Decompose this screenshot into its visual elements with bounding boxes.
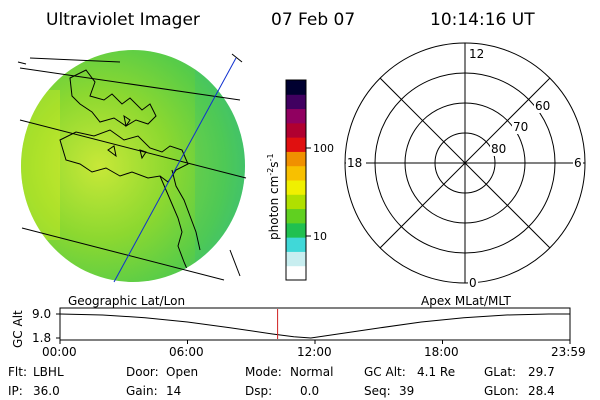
colorbar-unit-label: photon cm-2s-1 xyxy=(266,153,281,240)
mlat-label-80: 80 xyxy=(491,142,506,156)
altitude-ylabel: GC Alt xyxy=(11,310,25,348)
status-gain-key: Gain: xyxy=(126,384,158,398)
status-ip-value: 36.0 xyxy=(33,384,60,398)
status-door-key: Door: xyxy=(126,365,159,379)
colorbar: 100 10 photon cm-2s-1 xyxy=(266,79,334,281)
uv-image-panel: Geographic Lat/Lon xyxy=(17,50,247,308)
xtick-label-1200: 12:00 xyxy=(297,345,332,359)
colorbar-band xyxy=(286,151,306,167)
edge-tick-3 xyxy=(17,61,27,65)
colorbar-band xyxy=(286,137,306,152)
status-flt-value: LBHL xyxy=(33,365,64,379)
header-date: 07 Feb 07 xyxy=(271,10,355,30)
status-gcalt-key: GC Alt: xyxy=(364,365,406,379)
colorbar-band xyxy=(286,94,306,110)
lat-line-4 xyxy=(29,57,121,63)
coastline-africa xyxy=(159,175,191,277)
mlt-label-12: 12 xyxy=(469,47,484,61)
status-seq-key: Seq: xyxy=(364,384,391,398)
uv-disk xyxy=(21,50,245,282)
status-gcalt-value: 4.1 Re xyxy=(417,365,455,379)
status-door-value: Open xyxy=(166,365,198,379)
lon-line-1 xyxy=(113,57,237,283)
colorbar-band xyxy=(286,122,306,138)
polar-panel-label: Apex MLat/MLT xyxy=(421,294,511,308)
colorbar-band xyxy=(286,194,306,210)
xtick-label-0000: 00:00 xyxy=(42,345,77,359)
lat-line-2 xyxy=(19,119,247,179)
altitude-series-line xyxy=(59,313,570,339)
polar-plot xyxy=(344,42,586,284)
edge-tick-2 xyxy=(231,53,243,63)
status-gain-value: 14 xyxy=(166,384,181,398)
coastline-red-sea xyxy=(171,169,201,251)
coastline-islands xyxy=(107,114,147,160)
altitude-chart-frame xyxy=(59,307,571,341)
colorbar-band xyxy=(286,180,306,195)
status-seq-value: 39 xyxy=(399,384,414,398)
xtick-label-1800: 18:00 xyxy=(424,345,459,359)
instrument-title: Ultraviolet Imager xyxy=(46,10,200,30)
colorbar-band xyxy=(286,251,306,267)
colorbar-band xyxy=(286,108,306,124)
mlt-label-0: 0 xyxy=(469,276,477,290)
ytick-label-1-8: 1.8 xyxy=(32,331,51,345)
status-glon-key: GLon: xyxy=(484,384,519,398)
colorbar-band xyxy=(286,222,306,238)
colorbar-band xyxy=(286,237,306,252)
header-time: 10:14:16 UT xyxy=(430,10,535,30)
coastline-north xyxy=(69,69,157,127)
status-mode-value: Normal xyxy=(290,365,333,379)
ytick-label-9: 9.0 xyxy=(32,307,51,321)
status-mode-key: Mode: xyxy=(245,365,282,379)
xtick-label-2359: 23:59 xyxy=(551,345,586,359)
colorbar-band xyxy=(286,165,306,181)
colorbar-band xyxy=(286,265,306,281)
status-dsp-key: Dsp: xyxy=(245,384,272,398)
mlt-label-6: 6 xyxy=(574,156,582,170)
status-flt-key: Flt: xyxy=(8,365,27,379)
lat-line-1 xyxy=(19,67,241,101)
polar-line-diag-2 xyxy=(379,77,551,249)
status-glat-key: GLat: xyxy=(484,365,516,379)
colorbar-tick-10: 10 xyxy=(313,230,327,243)
mlt-label-18: 18 xyxy=(347,156,362,170)
status-glon-value: 28.4 xyxy=(528,384,555,398)
colorbar-band xyxy=(286,208,306,224)
xtick-label-0600: 06:00 xyxy=(169,345,204,359)
status-footer: Flt: LBHL Door: Open Mode: Normal GC Alt… xyxy=(8,365,555,398)
mlat-label-60: 60 xyxy=(535,99,550,113)
colorbar-tick-100: 100 xyxy=(313,142,334,155)
lat-line-3 xyxy=(21,227,225,281)
colorbar-band xyxy=(286,80,306,95)
status-dsp-value: 0.0 xyxy=(300,384,319,398)
edge-tick-1 xyxy=(229,249,241,277)
map-panel-label: Geographic Lat/Lon xyxy=(68,294,185,308)
mlat-label-70: 70 xyxy=(513,120,528,134)
status-ip-key: IP: xyxy=(8,384,23,398)
status-glat-value: 29.7 xyxy=(528,365,555,379)
altitude-chart: GC Alt 9.0 1.8 xyxy=(11,307,571,348)
coastline-mediterranean xyxy=(59,129,189,183)
